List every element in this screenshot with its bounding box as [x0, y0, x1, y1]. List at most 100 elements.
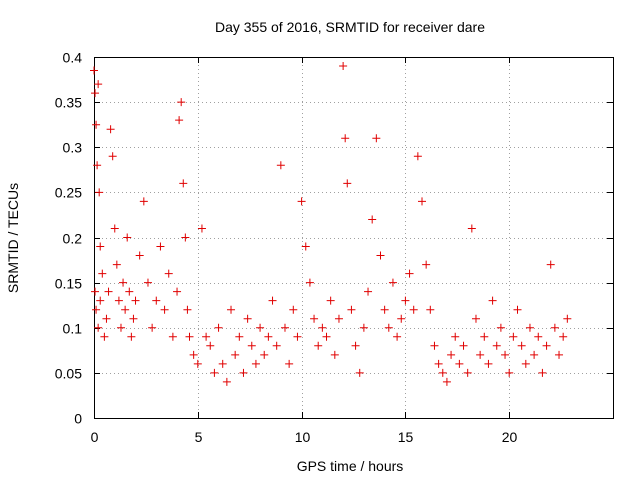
y-tick-label: 0.2: [63, 231, 83, 247]
data-point: [409, 305, 418, 314]
data-point: [280, 323, 289, 332]
data-point: [116, 323, 125, 332]
data-point: [289, 305, 298, 314]
data-point: [239, 368, 248, 377]
data-point: [94, 323, 103, 332]
x-tick-label: 10: [295, 429, 311, 445]
data-point: [218, 359, 227, 368]
data-point: [106, 125, 115, 134]
data-point: [463, 368, 472, 377]
data-point: [95, 188, 104, 197]
data-point: [139, 197, 148, 206]
x-tick-label: 15: [398, 429, 414, 445]
data-point: [550, 323, 559, 332]
data-point: [538, 368, 547, 377]
data-point: [143, 278, 152, 287]
data-point: [476, 350, 485, 359]
data-point: [177, 98, 186, 107]
data-point: [517, 341, 526, 350]
data-point: [530, 350, 539, 359]
data-point: [193, 359, 202, 368]
data-point: [123, 233, 132, 242]
data-point: [114, 296, 123, 305]
data-point: [152, 296, 161, 305]
ticks: 0 0.05 0.1 0.15 0.2 0.25 0.3 0.35 0.4 0 5 10 15 20: [55, 50, 613, 445]
data-point: [318, 323, 327, 332]
data-point: [380, 305, 389, 314]
data-point: [297, 197, 306, 206]
data-point: [447, 350, 456, 359]
data-point: [480, 332, 489, 341]
data-point: [164, 269, 173, 278]
data-point: [388, 278, 397, 287]
data-point: [276, 161, 285, 170]
data-point: [364, 287, 373, 296]
data-point: [251, 359, 260, 368]
x-tick-label: 5: [195, 429, 203, 445]
data-point: [471, 314, 480, 323]
data-point: [189, 350, 198, 359]
data-point: [305, 278, 314, 287]
y-tick-label: 0.15: [55, 276, 82, 292]
data-point: [183, 305, 192, 314]
data-point: [119, 278, 128, 287]
data-point: [173, 287, 182, 296]
data-point: [121, 305, 130, 314]
data-point: [343, 179, 352, 188]
data-point: [98, 269, 107, 278]
data-point: [125, 287, 134, 296]
data-point: [293, 332, 302, 341]
data-point: [92, 305, 101, 314]
data-point: [100, 332, 109, 341]
data-point: [546, 260, 555, 269]
data-point: [131, 296, 140, 305]
data-point: [301, 242, 310, 251]
data-point: [413, 152, 422, 161]
data-point: [347, 305, 356, 314]
data-point: [272, 341, 281, 350]
x-axis-label: GPS time / hours: [297, 458, 404, 474]
data-point: [314, 341, 323, 350]
data-point: [181, 233, 190, 242]
data-point: [384, 323, 393, 332]
data-point: [496, 323, 505, 332]
data-point: [135, 251, 144, 260]
data-point: [235, 332, 244, 341]
data-point: [110, 224, 119, 233]
data-point: [521, 359, 530, 368]
data-point: [393, 332, 402, 341]
data-point: [401, 296, 410, 305]
data-point: [513, 305, 522, 314]
data-point: [501, 350, 510, 359]
data-point: [397, 314, 406, 323]
y-tick-label: 0: [74, 411, 82, 427]
data-point: [438, 368, 447, 377]
data-point: [185, 332, 194, 341]
data-point: [330, 350, 339, 359]
data-point: [285, 359, 294, 368]
data-point: [422, 260, 431, 269]
data-point: [310, 314, 319, 323]
data-point: [197, 224, 206, 233]
data-point: [351, 341, 360, 350]
data-point: [376, 251, 385, 260]
y-tick-label: 0.1: [63, 321, 83, 337]
data-point: [505, 368, 514, 377]
data-point: [339, 62, 348, 71]
data-point: [168, 332, 177, 341]
x-tick-label: 0: [91, 429, 99, 445]
data-point: [94, 80, 103, 89]
data-point: [247, 341, 256, 350]
data-point: [156, 242, 165, 251]
data-point: [268, 296, 277, 305]
data-point: [96, 242, 105, 251]
data-point: [359, 323, 368, 332]
data-point: [418, 197, 427, 206]
y-axis-label: SRMTID / TECUs: [5, 183, 21, 293]
grid: [94, 57, 613, 418]
data-point: [372, 134, 381, 143]
data-point: [148, 323, 157, 332]
data-point: [430, 341, 439, 350]
data-point: [355, 368, 364, 377]
